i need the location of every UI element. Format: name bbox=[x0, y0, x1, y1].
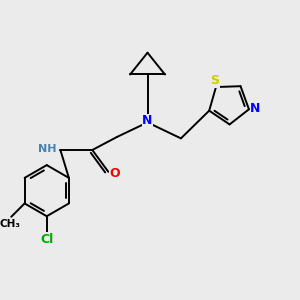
Text: S: S bbox=[210, 74, 219, 87]
Text: Cl: Cl bbox=[40, 233, 53, 246]
Text: NH: NH bbox=[38, 143, 56, 154]
Text: N: N bbox=[142, 115, 153, 128]
Text: N: N bbox=[250, 102, 260, 115]
Text: O: O bbox=[110, 167, 120, 180]
Text: CH₃: CH₃ bbox=[0, 219, 20, 229]
